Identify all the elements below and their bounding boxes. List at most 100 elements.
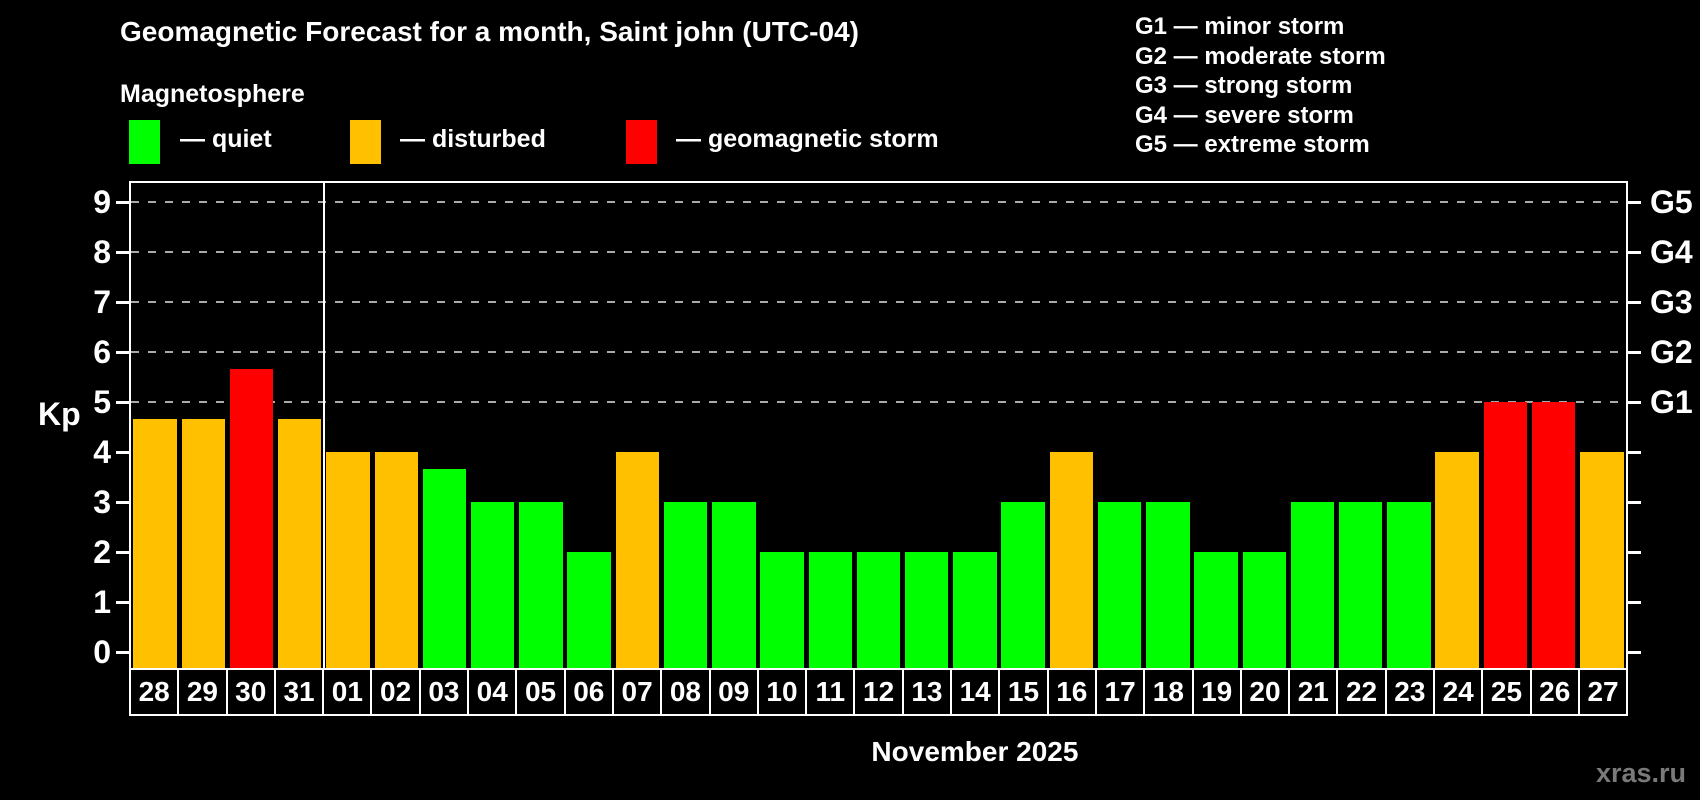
left-tick-label-3: 3: [93, 484, 111, 520]
right-axis-label-g5: G5: [1650, 184, 1693, 220]
magnetosphere-subtitle: Magnetosphere: [120, 80, 305, 108]
date-cell-12: 12: [855, 670, 904, 714]
left-tick-6: [116, 351, 129, 354]
legend-label-storm: — geomagnetic storm: [676, 125, 939, 153]
left-tick-label-1: 1: [93, 584, 111, 620]
left-tick-label-8: 8: [93, 234, 111, 270]
bar-26: [1531, 402, 1576, 668]
bar-20: [1242, 552, 1286, 668]
right-axis-label-g1: G1: [1650, 384, 1693, 420]
bar-01: [326, 452, 370, 668]
date-cell-19: 19: [1194, 670, 1242, 714]
gridline-kp5: [131, 401, 1626, 403]
right-axis-label-g2: G2: [1650, 334, 1693, 370]
bar-10: [760, 552, 804, 668]
left-tick-1: [116, 601, 129, 604]
date-cell-09: 09: [711, 670, 759, 714]
plot-area: [131, 183, 1626, 668]
date-cell-21: 21: [1290, 670, 1339, 714]
left-tick-2: [116, 551, 129, 554]
watermark: xras.ru: [1595, 758, 1686, 788]
bar-27: [1580, 452, 1624, 668]
bar-12: [856, 552, 901, 668]
date-cell-18: 18: [1145, 670, 1194, 714]
date-cell-20: 20: [1242, 670, 1291, 714]
left-tick-label-9: 9: [93, 184, 111, 220]
date-cell-15: 15: [1000, 670, 1049, 714]
bar-03: [422, 468, 467, 668]
date-cell-02: 02: [372, 670, 421, 714]
date-cell-13: 13: [904, 670, 953, 714]
right-tick-9: [1628, 201, 1641, 204]
right-tick-6: [1628, 351, 1641, 354]
legend-label-disturbed: — disturbed: [400, 125, 546, 153]
right-axis-label-g4: G4: [1650, 234, 1693, 270]
bar-07: [615, 452, 660, 668]
gridline-kp8: [131, 251, 1626, 253]
left-tick-7: [116, 301, 129, 304]
left-tick-3: [116, 501, 129, 504]
date-cell-14: 14: [952, 670, 1001, 714]
page-title: Geomagnetic Forecast for a month, Saint …: [120, 16, 859, 47]
g-legend-line-g1: G1 — minor storm: [1135, 13, 1345, 40]
date-cell-23: 23: [1387, 670, 1436, 714]
legend-swatch-disturbed: [350, 120, 381, 164]
g-legend-line-g2: G2 — moderate storm: [1135, 42, 1386, 70]
left-tick-9: [116, 201, 129, 204]
date-cell-29: 29: [179, 670, 228, 714]
bar-08: [663, 502, 708, 668]
bar-17: [1097, 502, 1142, 668]
date-cell-24: 24: [1435, 670, 1484, 714]
month-separator-line: [322, 183, 325, 668]
legend-swatch-quiet: [129, 120, 160, 164]
date-cell-07: 07: [614, 670, 663, 714]
date-cell-27: 27: [1587, 676, 1619, 707]
date-cell-25: 25: [1483, 670, 1532, 714]
bar-15: [1001, 502, 1045, 668]
g-legend-line-g5: G5 — extreme storm: [1135, 131, 1370, 158]
gridline-kp9: [131, 201, 1626, 203]
y-axis-title: Kp: [38, 396, 81, 432]
bar-13: [905, 552, 949, 668]
gridline-kp6: [131, 351, 1626, 353]
right-axis-label-g3: G3: [1650, 284, 1693, 320]
date-cell-10: 10: [759, 670, 808, 714]
left-tick-0: [116, 651, 129, 654]
right-tick-5: [1628, 401, 1641, 404]
g-scale-legend: G1 — minor storm G2 — moderate storm G3 — …: [1135, 12, 1386, 160]
left-tick-label-2: 2: [93, 534, 111, 570]
bar-22: [1339, 502, 1383, 668]
bar-05: [519, 502, 563, 668]
date-cell-08: 08: [662, 670, 711, 714]
left-tick-label-4: 4: [93, 434, 111, 470]
left-tick-label-0: 0: [93, 634, 111, 670]
date-cell-22: 22: [1338, 670, 1387, 714]
kp-color-legend: — quiet — disturbed — geomagnetic storm: [0, 116, 1100, 164]
right-tick-1: [1628, 601, 1641, 604]
bar-19: [1194, 552, 1238, 668]
g-legend-line-g3: G3 — strong storm: [1135, 72, 1353, 99]
left-tick-5: [116, 401, 129, 404]
left-tick-4: [116, 451, 129, 454]
date-cell-01: 01: [324, 670, 373, 714]
date-cell-26: 26: [1532, 670, 1580, 714]
bar-21: [1290, 502, 1335, 668]
date-cell-28: 28: [131, 670, 180, 714]
bar-11: [808, 552, 852, 668]
left-tick-label-7: 7: [93, 284, 111, 320]
bar-14: [953, 552, 997, 668]
gridline-kp7: [131, 301, 1626, 303]
bar-02: [374, 452, 418, 668]
legend-swatch-storm: [626, 120, 657, 164]
date-cell-16: 16: [1049, 670, 1097, 714]
g-legend-line-g4: G4 — severe storm: [1135, 101, 1354, 129]
left-tick-label-6: 6: [93, 334, 111, 370]
bar-09: [712, 502, 756, 668]
right-tick-4: [1628, 451, 1641, 454]
bar-24: [1435, 452, 1479, 668]
bar-04: [470, 502, 515, 668]
right-tick-3: [1628, 501, 1641, 504]
right-tick-0: [1628, 651, 1641, 654]
bar-30: [229, 368, 274, 668]
month-label: November 2025: [871, 736, 1079, 767]
